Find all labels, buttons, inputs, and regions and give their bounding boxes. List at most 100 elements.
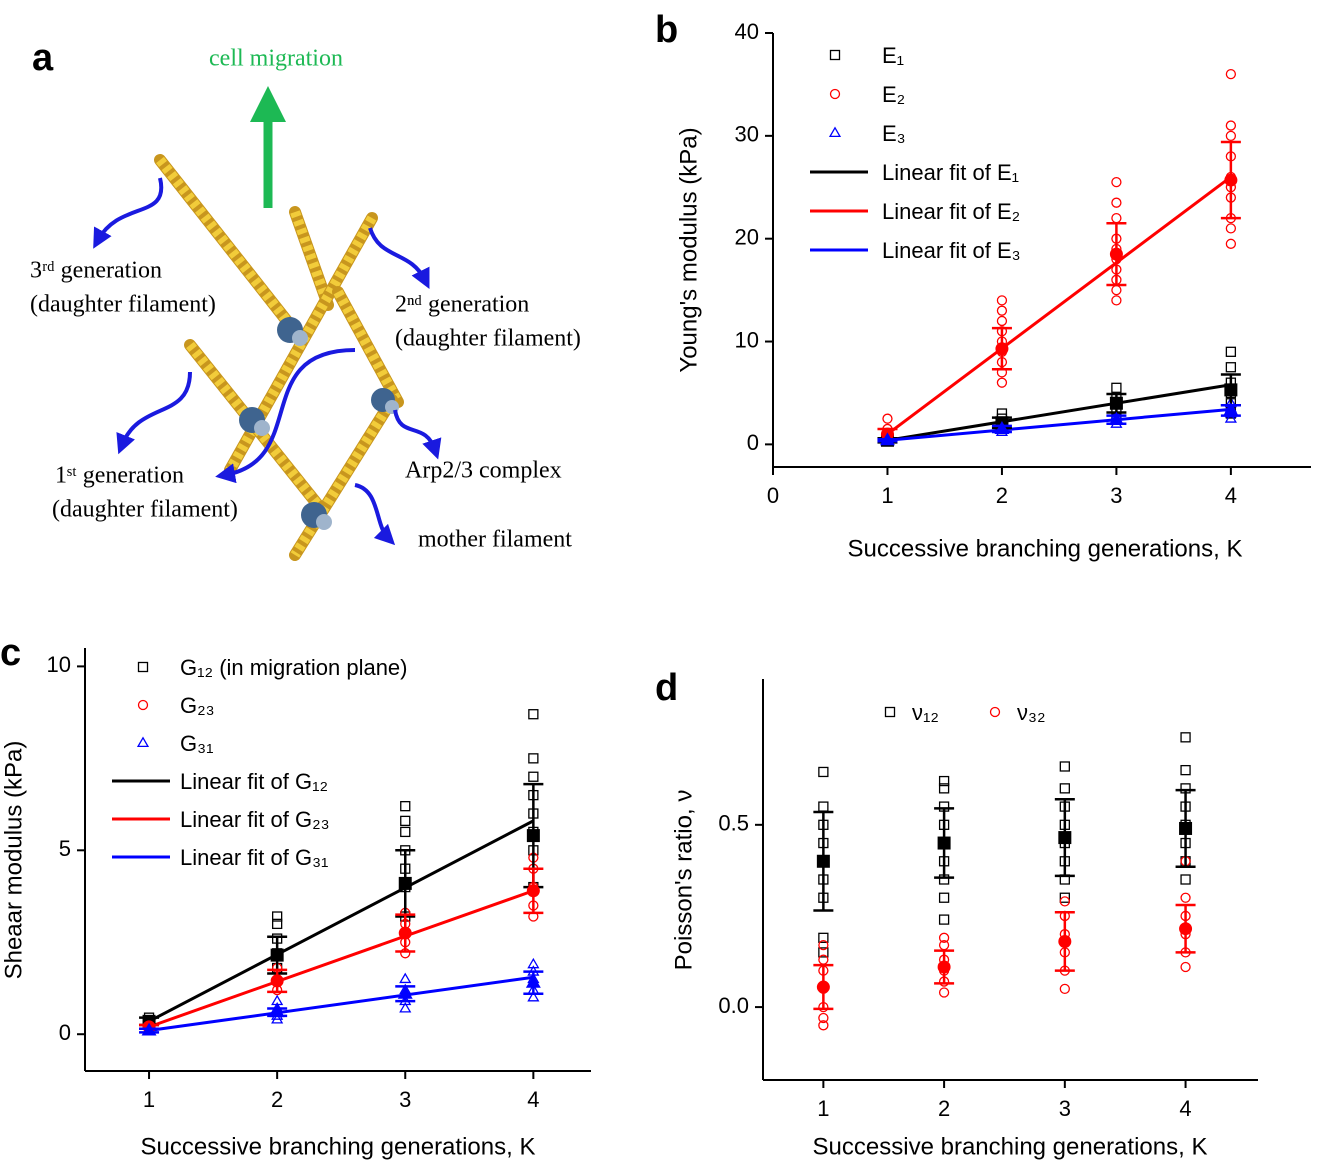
data-point	[1059, 983, 1070, 995]
data-point	[1180, 874, 1191, 885]
legend-label: Linear fit of E₃	[882, 238, 1021, 263]
data-point	[272, 911, 283, 922]
data-point	[1180, 732, 1191, 743]
diagram-text: Arp2/3 complex	[405, 458, 562, 484]
mean-marker	[141, 1022, 157, 1036]
legend-label: Linear fit of G₂₃	[180, 807, 330, 832]
data-point	[400, 815, 411, 827]
y-tick-label: 0	[747, 430, 759, 455]
mean-marker	[1224, 173, 1238, 187]
x-tick-label: 4	[1179, 1096, 1191, 1121]
legend-label: E₃	[882, 121, 906, 146]
data-point	[882, 413, 893, 424]
data-point	[528, 709, 539, 720]
data-point	[1059, 761, 1070, 772]
x-tick-label: 1	[143, 1087, 155, 1112]
data-point	[528, 753, 539, 764]
fit-line	[886, 175, 1232, 436]
x-axis-label: Successive branching generations, K	[848, 535, 1243, 562]
mean-marker	[398, 876, 412, 890]
mean-marker	[525, 974, 541, 988]
data-point	[1225, 346, 1237, 357]
x-axis-label: Successive branching generations, K	[141, 1133, 536, 1160]
legend-swatch	[828, 126, 842, 138]
y-tick-label: 0.5	[718, 811, 749, 836]
arp-complexes	[239, 317, 399, 530]
chart: c 0 5 10 1 2 3 4 Successive branching generation…	[0, 632, 591, 1160]
x-tick-label: 0	[767, 483, 779, 508]
y-tick-label: 10	[735, 327, 759, 352]
fit-line	[148, 975, 534, 1033]
mean-marker	[1179, 821, 1193, 835]
data-point	[1225, 362, 1237, 373]
data-point	[996, 315, 1008, 327]
x-tick-label: 3	[1110, 483, 1122, 508]
y-tick-label: 0.0	[718, 993, 749, 1018]
y-axis-label: Young's modulus (kPa)	[675, 127, 702, 372]
legend-label: ν₃₂	[1017, 700, 1046, 725]
data-point	[818, 939, 829, 951]
data-point	[527, 957, 540, 969]
data-point	[1180, 764, 1191, 776]
data-point	[1059, 783, 1070, 794]
data-point	[272, 918, 283, 930]
mean-marker	[1224, 383, 1238, 397]
mean-marker	[995, 342, 1009, 356]
legend-swatch	[989, 706, 1001, 718]
data-point	[818, 1020, 829, 1031]
data-point	[1111, 176, 1122, 188]
mean-marker	[526, 884, 540, 898]
mean-marker	[1223, 402, 1239, 416]
diagram-text: 2ⁿᵈ generation	[395, 292, 529, 318]
mean-marker	[270, 974, 284, 988]
mean-marker	[269, 1004, 285, 1018]
x-tick-label: 2	[996, 483, 1008, 508]
data-point	[996, 295, 1008, 306]
data-point	[527, 990, 540, 1002]
data-point	[399, 1001, 412, 1013]
mean-marker	[526, 829, 540, 843]
data-point	[818, 932, 829, 943]
legend-swatch	[137, 661, 149, 673]
data-point	[1059, 892, 1070, 903]
data-point	[1059, 896, 1070, 907]
data-point	[938, 987, 950, 998]
data-point	[1225, 68, 1237, 80]
y-tick-label: 5	[59, 836, 71, 861]
x-axis-label: Successive branching generations, K	[813, 1133, 1208, 1160]
x-tick-label: 3	[399, 1087, 411, 1112]
legend-label: E₁	[882, 43, 904, 68]
data-point	[1111, 197, 1122, 208]
legend-swatch	[136, 736, 150, 748]
mean-marker	[1109, 396, 1123, 410]
diagram-text: (daughter filament)	[395, 326, 581, 352]
chart: d 0.0 0.5 1 2 3 4 Successive branching generati…	[655, 667, 1258, 1160]
migration-arrow-head	[250, 86, 286, 122]
data-point	[1180, 961, 1191, 973]
mean-marker	[1109, 247, 1123, 261]
fit-line	[148, 819, 535, 1023]
data-point	[1111, 212, 1122, 224]
data-point	[1111, 382, 1122, 393]
data-point	[938, 775, 950, 787]
diagram-title: cell migration	[209, 46, 343, 72]
data-point	[938, 783, 950, 794]
mean-marker	[398, 926, 412, 940]
data-point	[938, 914, 950, 925]
panel-label: a	[32, 37, 54, 79]
mean-marker	[816, 980, 830, 994]
mean-marker	[1179, 922, 1193, 936]
data-point	[528, 771, 539, 782]
mean-marker	[937, 960, 951, 974]
data-point	[818, 947, 829, 958]
data-point	[1180, 892, 1191, 903]
legend-label: Linear fit of E₂	[882, 199, 1020, 224]
fit-line	[148, 889, 534, 1029]
data-point	[1225, 223, 1237, 234]
diagram-text: (daughter filament)	[30, 292, 216, 318]
chart: b 0 10 20 30 40 0 1 2 3 4 Successive branching gene…	[655, 9, 1311, 562]
x-tick-label: 4	[527, 1087, 539, 1112]
x-tick-label: 4	[1225, 483, 1237, 508]
data-point	[818, 1012, 829, 1024]
y-tick-label: 20	[735, 224, 759, 249]
